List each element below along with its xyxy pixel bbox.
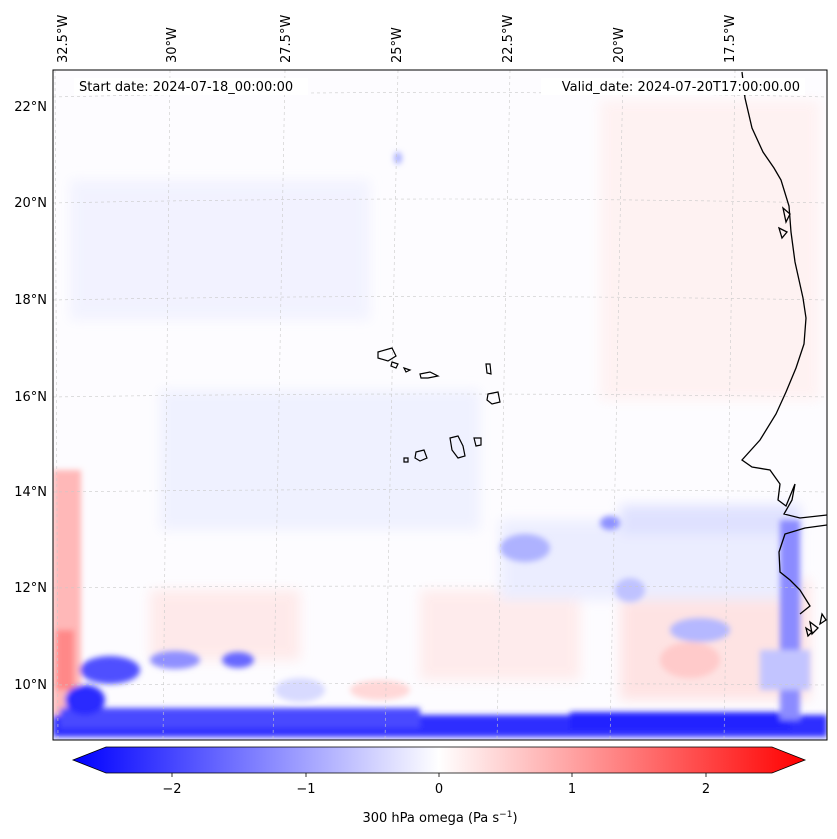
- omega-field: [53, 100, 827, 737]
- start-date-box: [74, 78, 308, 95]
- meridian-20w: [609, 70, 624, 740]
- latitude-labels: 22°N 20°N 18°N 16°N 14°N 12°N 10°N: [14, 100, 47, 693]
- meridian-25w: [384, 70, 399, 740]
- meridian-32-5w: [54, 70, 59, 740]
- colorbar: −2 −1 0 1 2 300 hPa omega (Pa s−1): [71, 746, 807, 826]
- valid-date-text: Valid_date: 2024-07-20T17:00:00.00: [562, 80, 800, 95]
- map-frame: [52, 69, 828, 741]
- colorbar-tick-label: 2: [702, 782, 710, 797]
- mauritania-spit: [777, 206, 791, 240]
- parallel-14n: [53, 489, 827, 493]
- colorbar-tick-label: 0: [435, 782, 443, 797]
- lat-label: 14°N: [14, 485, 47, 500]
- lat-label: 10°N: [14, 678, 47, 693]
- island-boa-vista: [486, 391, 501, 405]
- island-maio: [473, 437, 482, 447]
- island-santa-luzia: [402, 366, 412, 373]
- meridian-27-5w: [272, 70, 286, 740]
- lon-label: 25°W: [390, 27, 405, 63]
- lat-label: 12°N: [14, 581, 47, 596]
- island-fogo: [414, 449, 428, 462]
- senegal-gambia-coast: [778, 524, 827, 615]
- parallel-18n: [53, 296, 827, 301]
- lon-label: 30°W: [165, 27, 180, 63]
- colorbar-tick-label: 1: [568, 782, 576, 797]
- lon-label: 17.5°W: [723, 15, 738, 63]
- parallel-12n: [53, 585, 827, 589]
- island-sao-vicente: [390, 361, 399, 369]
- lat-label: 16°N: [14, 390, 47, 405]
- colorbar-label: 300 hPa omega (Pa s−1): [362, 810, 517, 826]
- map-panel: Start date: 2024-07-18_00:00:00 Valid_da…: [52, 69, 828, 741]
- start-date-text: Start date: 2024-07-18_00:00:00: [79, 80, 293, 95]
- colorbar-tick-label: −1: [296, 782, 315, 797]
- island-sal: [485, 363, 492, 375]
- cape-verde-islands: [377, 347, 501, 463]
- island-brava: [403, 457, 409, 463]
- bijagos-islands: [804, 612, 827, 638]
- island-santo-antao: [377, 347, 397, 362]
- lon-label: 22.5°W: [501, 15, 516, 63]
- colorbar-body: [71, 746, 807, 774]
- lon-label: 20°W: [612, 27, 627, 63]
- lat-label: 22°N: [14, 100, 47, 115]
- africa-coastline: [741, 71, 827, 519]
- island-santiago: [449, 435, 466, 459]
- lat-label: 20°N: [14, 196, 47, 211]
- parallel-10n: [53, 683, 827, 686]
- parallel-16n: [53, 393, 827, 398]
- parallel-20n: [53, 198, 827, 204]
- lon-label: 27.5°W: [279, 15, 294, 63]
- island-sao-nicolau: [419, 371, 440, 379]
- meridian-30w: [162, 70, 171, 740]
- valid-date-box: [541, 78, 805, 95]
- longitude-labels: 32.5°W 30°W 27.5°W 25°W 22.5°W 20°W 17.5…: [56, 15, 738, 63]
- colorbar-tick-label: −2: [162, 782, 181, 797]
- lat-label: 18°N: [14, 293, 47, 308]
- coastline: [741, 71, 827, 638]
- meridian-17-5w: [723, 70, 736, 740]
- meridian-22-5w: [496, 70, 511, 740]
- colorbar-ticks: [171, 773, 707, 777]
- lon-label: 32.5°W: [56, 15, 71, 63]
